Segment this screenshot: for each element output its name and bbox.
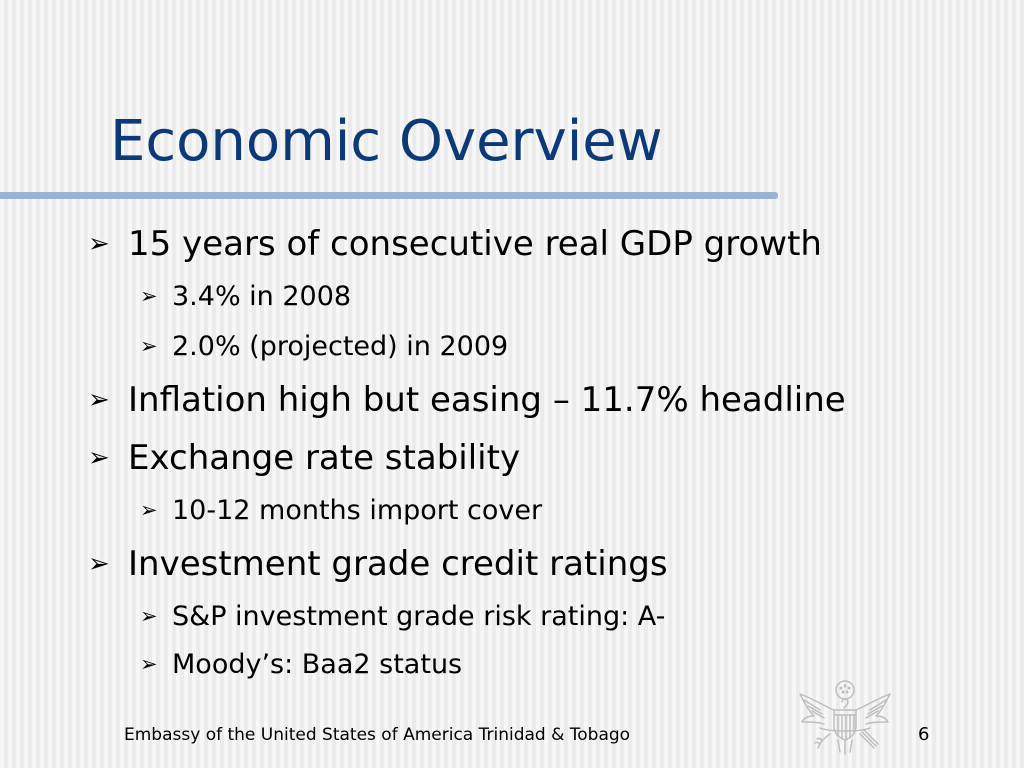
bullet-item: ➢ Investment grade credit ratings <box>88 540 668 588</box>
slide-title: Economic Overview <box>110 109 663 174</box>
arrow-bullet-icon: ➢ <box>140 334 158 358</box>
arrow-bullet-icon: ➢ <box>88 385 110 415</box>
footer-text: Embassy of the United States of America … <box>124 725 631 745</box>
bullet-text: Investment grade credit ratings <box>128 544 668 584</box>
arrow-bullet-icon: ➢ <box>88 549 110 579</box>
arrow-bullet-icon: ➢ <box>140 284 158 308</box>
arrow-bullet-icon: ➢ <box>140 652 158 676</box>
sub-bullet-text: 2.0% (projected) in 2009 <box>172 330 509 362</box>
page-number: 6 <box>918 724 930 745</box>
bullet-item: ➢ Inflation high but easing – 11.7% head… <box>88 376 846 424</box>
sub-bullet-item: ➢ S&P investment grade risk rating: A- <box>140 596 665 636</box>
arrow-bullet-icon: ➢ <box>140 604 158 628</box>
arrow-bullet-icon: ➢ <box>88 443 110 473</box>
bullet-item: ➢ 15 years of consecutive real GDP growt… <box>88 220 822 268</box>
bullet-text: Exchange rate stability <box>128 438 521 478</box>
sub-bullet-item: ➢ 2.0% (projected) in 2009 <box>140 326 508 366</box>
sub-bullet-item: ➢ Moody’s: Baa2 status <box>140 644 462 684</box>
sub-bullet-text: 10-12 months import cover <box>172 494 543 526</box>
arrow-bullet-icon: ➢ <box>140 498 158 522</box>
sub-bullet-text: Moody’s: Baa2 status <box>172 648 463 680</box>
arrow-bullet-icon: ➢ <box>88 229 110 259</box>
sub-bullet-text: 3.4% in 2008 <box>172 280 352 312</box>
bullet-text: Inflation high but easing – 11.7% headli… <box>128 380 846 420</box>
bullet-text: 15 years of consecutive real GDP growth <box>128 224 822 264</box>
title-underline <box>0 192 778 199</box>
sub-bullet-item: ➢ 3.4% in 2008 <box>140 276 351 316</box>
sub-bullet-item: ➢ 10-12 months import cover <box>140 490 542 530</box>
sub-bullet-text: S&P investment grade risk rating: A- <box>172 600 666 632</box>
bullet-item: ➢ Exchange rate stability <box>88 434 520 482</box>
great-seal-eagle-icon <box>799 680 891 755</box>
